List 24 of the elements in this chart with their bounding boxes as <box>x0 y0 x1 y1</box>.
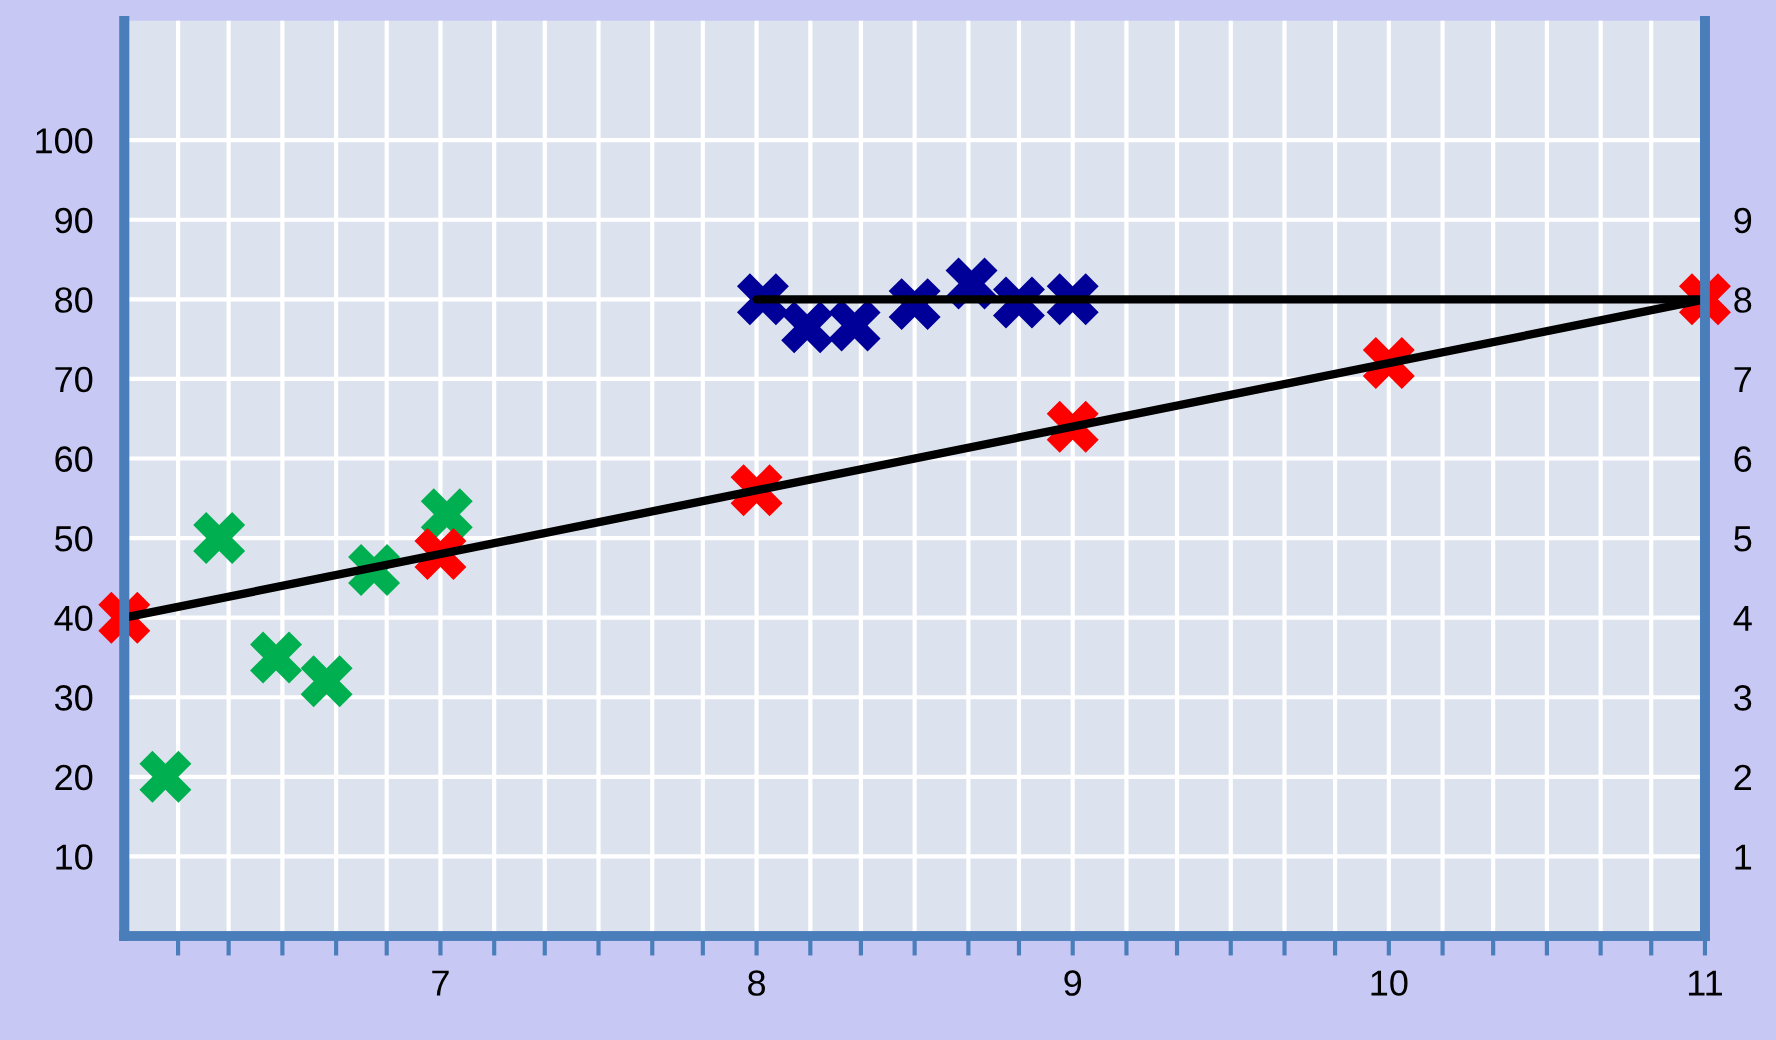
y2-tick-label: 9 <box>1734 207 1752 234</box>
y2-tick-label: 8 <box>1734 287 1752 313</box>
y2-tick-label: 5 <box>1734 526 1752 552</box>
y2-tick-label: 3 <box>1734 685 1752 711</box>
y-tick-label: 90 <box>55 207 93 234</box>
x-tick-label: 10 <box>1371 970 1408 996</box>
y2-tick-label: 7 <box>1734 367 1752 393</box>
y-tick-label: 60 <box>55 446 93 472</box>
y2-tick-label: 2 <box>1734 764 1752 790</box>
y-tick-label: 50 <box>55 525 93 552</box>
x-tick-label: 9 <box>1064 970 1082 996</box>
x-tick-label: 11 <box>1688 970 1722 996</box>
x-tick-label: 7 <box>432 970 449 996</box>
y2-tick-label: 4 <box>1733 605 1752 631</box>
y-tick-label: 70 <box>55 366 93 393</box>
x-tick-label: 8 <box>748 970 766 996</box>
y2-tick-label: 6 <box>1734 446 1752 472</box>
y-tick-label: 80 <box>55 287 93 313</box>
y-tick-label: 10 <box>56 844 93 870</box>
y-tick-label: 100 <box>36 128 93 154</box>
y2-tick-label: 1 <box>1735 844 1752 870</box>
y-tick-label: 30 <box>54 685 93 711</box>
y-tick-label: 20 <box>55 764 93 791</box>
y-tick-label: 40 <box>54 605 93 632</box>
